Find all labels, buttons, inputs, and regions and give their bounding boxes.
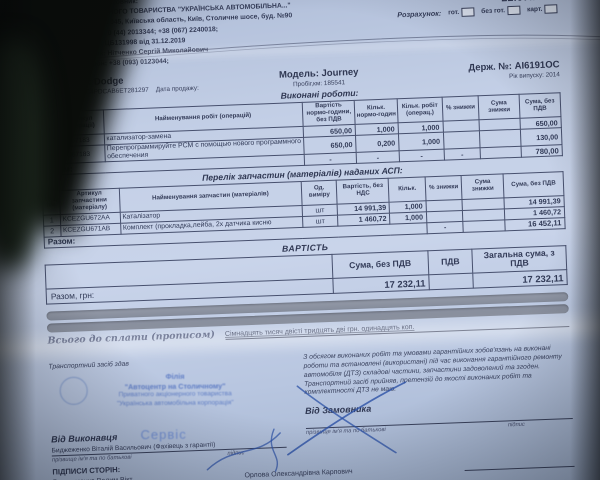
payment-option-cash: гот. xyxy=(448,7,475,17)
col-sum: Сума, без ПДВ xyxy=(503,171,564,198)
col-qty: Кільк. робіт (операц.) xyxy=(397,97,443,123)
payment-option-label: карт. xyxy=(526,5,543,14)
payment-option-card: карт. xyxy=(527,4,558,14)
total-dash: - xyxy=(304,152,357,166)
checkbox-icon xyxy=(544,4,558,14)
total-dash: - xyxy=(426,221,464,234)
vehicle-center: Модель: Journey Пробіг,км: 185541 Викона… xyxy=(238,66,400,103)
photo-foreground-shadow xyxy=(0,40,44,270)
customer2-name: Орлова Олександрівна Карпович xyxy=(244,468,353,480)
checkbox-icon xyxy=(461,7,475,17)
col-discount-sum: Сума знижки xyxy=(478,94,520,120)
col-sum-with-vat: Загальна сума, з ПДВ xyxy=(472,245,567,274)
total-dash: - xyxy=(356,150,400,164)
payment-option-noncash: без гот. xyxy=(481,5,521,16)
works-total-value: 780,00 xyxy=(520,144,563,158)
col-qty: Кільк. xyxy=(388,176,426,203)
sale-date-label: Дата продажу: xyxy=(155,85,199,94)
parts-total-value: 16 452,11 xyxy=(504,217,566,231)
vehicle-right: Держ. №: АІ6191ОС Рік випуску: 2014 xyxy=(399,60,560,85)
col-sum-no-vat: Сума, без ПДВ xyxy=(331,250,429,279)
col-discount-sum: Сума знижки xyxy=(461,173,505,200)
payment-label: Розрахунок: xyxy=(397,8,442,20)
total-dash: - xyxy=(443,147,481,161)
col-price: Вартість, без НДС xyxy=(336,178,390,204)
cell-qty: 1,000 xyxy=(398,132,444,151)
executor-column: Транспортний засіб здав Філія "Автоцентр… xyxy=(48,355,287,477)
bottom-signature-line xyxy=(464,458,575,472)
sign-caption: підпис xyxy=(507,421,526,429)
total-dash: - xyxy=(399,149,445,162)
vehicle-handed-label: Транспортний засіб здав xyxy=(48,360,129,371)
col-discount: % знижки xyxy=(425,175,463,201)
cell-hours: 0,200 xyxy=(355,133,400,153)
total-empty xyxy=(480,146,522,159)
cell-sum: 130,00 xyxy=(520,127,562,147)
customer-column: З обсягом виконаних робіт та умовами гар… xyxy=(303,344,574,467)
executor2-name: Герасименко Вадим Вікт xyxy=(53,477,133,480)
payment-option-label: без гот. xyxy=(481,7,506,16)
cost-no-vat: 17 232,11 xyxy=(332,274,430,294)
col-hours: Кільк. нормо-годин xyxy=(354,99,398,125)
col-sum: Сума, без ПДВ xyxy=(518,93,561,119)
col-discount: % знижки xyxy=(441,96,480,122)
col-rate: Вартість нормо-години, без ПДВ xyxy=(302,100,356,127)
cost-vat xyxy=(428,273,474,290)
cell-discount-sum xyxy=(479,129,521,148)
cell-rate: 650,00 xyxy=(303,135,357,155)
invoice-header: Платник/Замовник: АКЦІОНЕРНОГО ТОВАРИСТВ… xyxy=(73,0,559,71)
signatures-section: Транспортний засіб здав Філія "Автоцентр… xyxy=(48,344,574,477)
cell-discount xyxy=(443,130,481,150)
col-unit: Од. виміру xyxy=(301,180,338,206)
col-vat: ПДВ xyxy=(427,248,473,275)
stamp-line: "Українська автомобільна корпорація" xyxy=(116,399,234,408)
agreement-text: З обсягом виконаних робіт та умовами гар… xyxy=(303,344,562,397)
cost-with-vat: 17 232,11 xyxy=(472,269,568,289)
checkbox-icon xyxy=(506,5,521,16)
sign-caption: підпис xyxy=(227,450,245,458)
amount-label: Всього до сплати (прописом) xyxy=(47,329,216,347)
date-block: ...вання, м. Київ 22.07.2022 Розрахунок:… xyxy=(363,0,559,60)
stamp-service-label: Сервіс xyxy=(140,426,187,443)
company-stamp: Філія "Автоцентр на Столичному" Приватно… xyxy=(59,371,285,442)
payment-option-label: гот. xyxy=(448,8,460,17)
total-empty xyxy=(463,219,506,233)
